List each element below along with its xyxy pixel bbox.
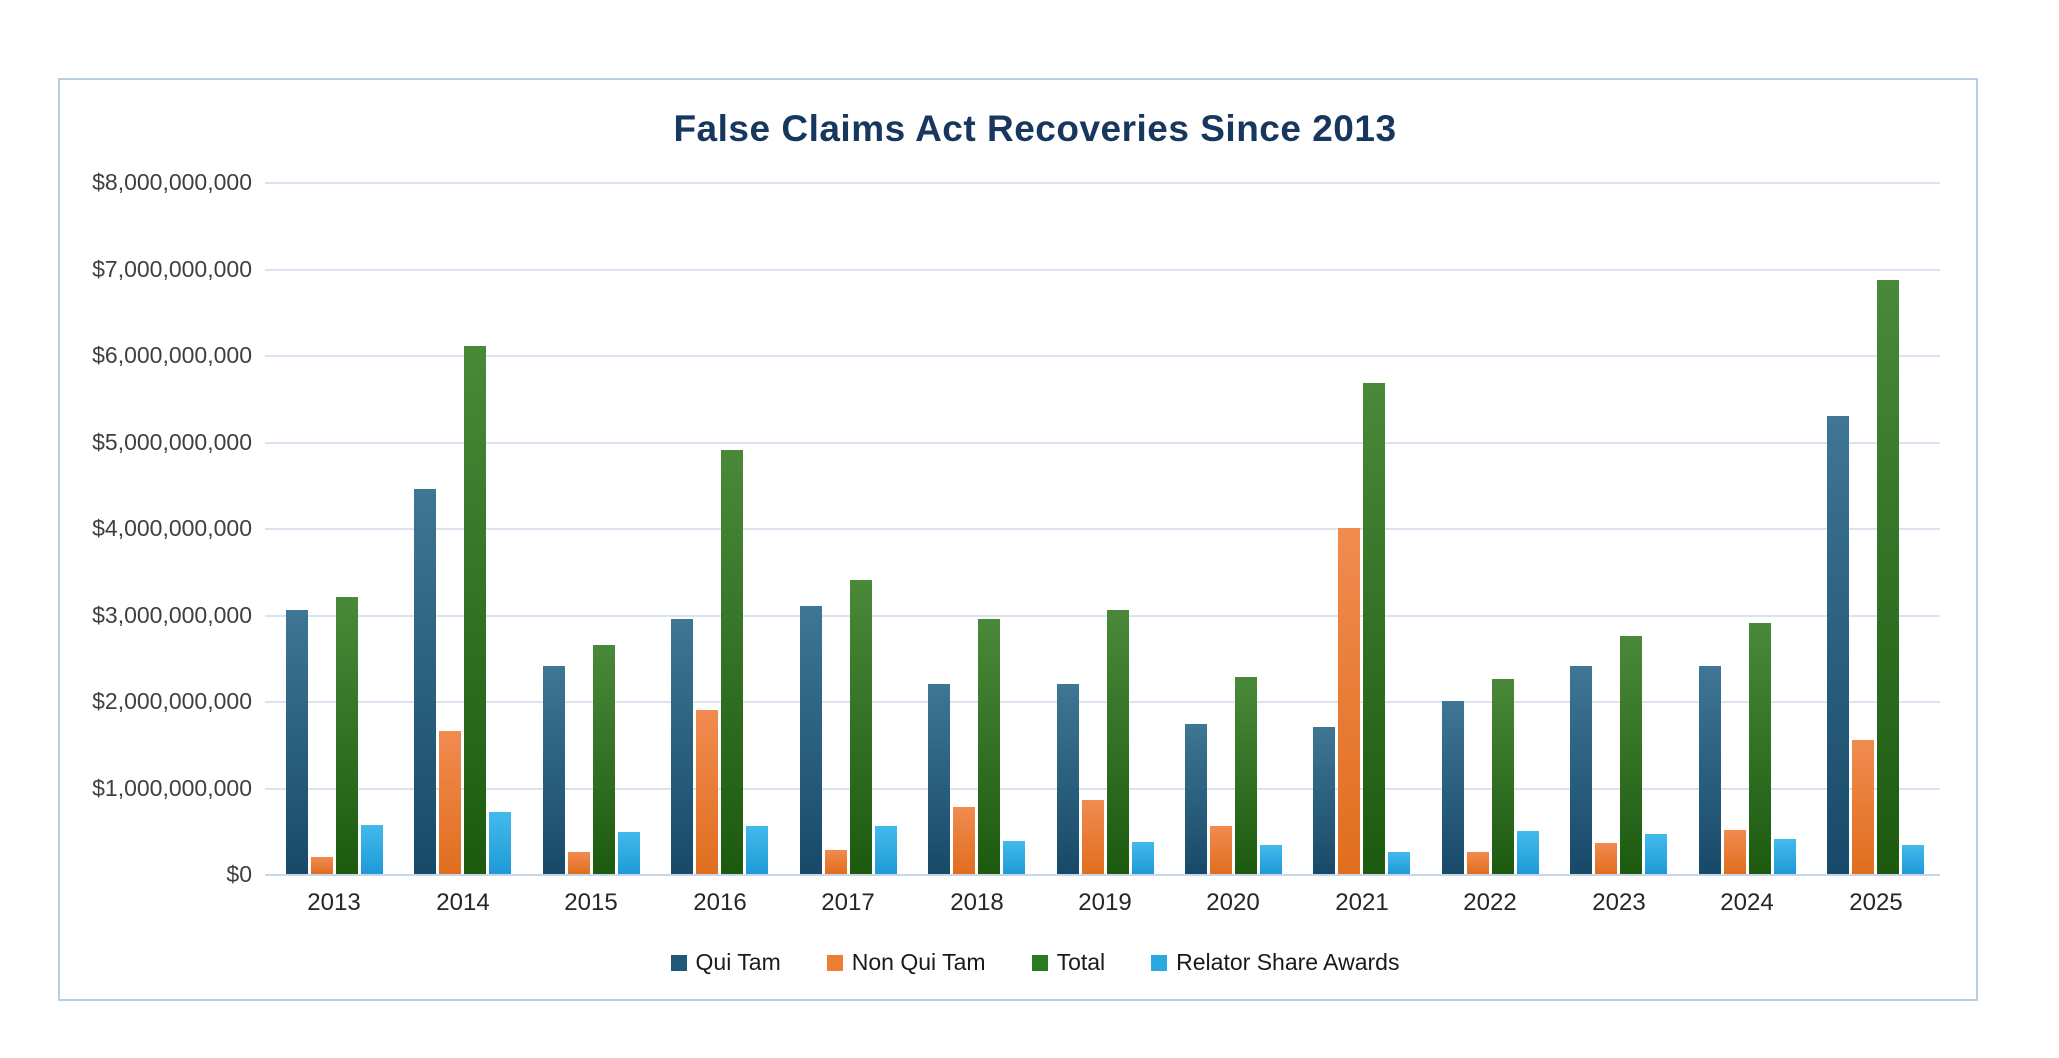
bar-2019-qui-tam bbox=[1057, 684, 1079, 874]
bar-2025-total bbox=[1877, 280, 1899, 874]
y-tick-label-1b: $1,000,000,000 bbox=[92, 775, 252, 801]
legend-label-qui-tam: Qui Tam bbox=[695, 949, 781, 975]
gridline-7b bbox=[265, 269, 1940, 271]
bar-2022-qui-tam bbox=[1442, 701, 1464, 874]
legend-label-relator-share-awards: Relator Share Awards bbox=[1176, 949, 1400, 975]
legend-item-non-qui-tam: Non Qui Tam bbox=[826, 949, 986, 976]
gridline-1b bbox=[265, 788, 1940, 790]
bar-2022-relator-share-awards bbox=[1517, 831, 1539, 874]
bar-2023-non-qui-tam bbox=[1595, 843, 1617, 874]
x-label-2021: 2021 bbox=[1335, 889, 1389, 916]
gridline-4b bbox=[265, 528, 1940, 530]
y-tick-label-3b: $3,000,000,000 bbox=[92, 602, 252, 628]
bar-2018-relator-share-awards bbox=[1003, 841, 1025, 874]
bar-2017-relator-share-awards bbox=[875, 826, 897, 874]
y-tick-label-0b: $0 bbox=[226, 861, 252, 887]
bar-2014-relator-share-awards bbox=[489, 812, 511, 874]
x-label-2022: 2022 bbox=[1463, 889, 1517, 916]
bar-2015-total bbox=[593, 645, 615, 874]
bar-2024-total bbox=[1749, 623, 1771, 874]
bar-2013-non-qui-tam bbox=[311, 857, 333, 874]
x-label-2015: 2015 bbox=[564, 889, 618, 916]
y-tick-label-8b: $8,000,000,000 bbox=[92, 169, 252, 195]
y-tick-label-2b: $2,000,000,000 bbox=[92, 688, 252, 714]
bar-2023-qui-tam bbox=[1570, 666, 1592, 874]
bar-2017-non-qui-tam bbox=[825, 850, 847, 874]
bar-2014-total bbox=[464, 346, 486, 874]
bar-2020-qui-tam bbox=[1185, 724, 1207, 874]
legend-swatch-total bbox=[1031, 954, 1048, 971]
legend: Qui Tam Non Qui Tam Total Relator Share Awa… bbox=[130, 949, 1940, 976]
bar-2025-relator-share-awards bbox=[1902, 845, 1924, 874]
gridline-2b bbox=[265, 701, 1940, 703]
gridline-5b bbox=[265, 442, 1940, 444]
x-label-2020: 2020 bbox=[1206, 889, 1260, 916]
bar-2022-total bbox=[1492, 679, 1514, 874]
bar-2025-non-qui-tam bbox=[1852, 740, 1874, 874]
bar-2013-relator-share-awards bbox=[361, 825, 383, 874]
bar-2024-non-qui-tam bbox=[1724, 830, 1746, 874]
legend-swatch-non-qui-tam bbox=[826, 954, 843, 971]
y-tick-label-4b: $4,000,000,000 bbox=[92, 515, 252, 541]
bar-2015-qui-tam bbox=[543, 666, 565, 874]
bar-2016-total bbox=[721, 450, 743, 874]
bar-2025-qui-tam bbox=[1827, 416, 1849, 874]
bar-2020-relator-share-awards bbox=[1260, 845, 1282, 874]
x-label-2013: 2013 bbox=[307, 889, 361, 916]
x-label-2017: 2017 bbox=[821, 889, 875, 916]
bar-2015-non-qui-tam bbox=[568, 852, 590, 874]
bar-2020-total bbox=[1235, 677, 1257, 874]
x-label-2019: 2019 bbox=[1078, 889, 1132, 916]
x-label-2023: 2023 bbox=[1592, 889, 1646, 916]
bar-2023-total bbox=[1620, 636, 1642, 874]
legend-item-qui-tam: Qui Tam bbox=[670, 949, 781, 976]
bar-2016-relator-share-awards bbox=[746, 826, 768, 874]
bar-2013-qui-tam bbox=[286, 610, 308, 874]
bar-2014-qui-tam bbox=[414, 489, 436, 874]
bar-2021-relator-share-awards bbox=[1388, 852, 1410, 874]
gridline-6b bbox=[265, 355, 1940, 357]
x-label-2025: 2025 bbox=[1849, 889, 1903, 916]
bar-2017-qui-tam bbox=[800, 606, 822, 874]
gridline-8b bbox=[265, 182, 1940, 184]
bar-2021-qui-tam bbox=[1313, 727, 1335, 874]
bar-2015-relator-share-awards bbox=[618, 832, 640, 874]
legend-swatch-qui-tam bbox=[670, 954, 687, 971]
bar-2020-non-qui-tam bbox=[1210, 826, 1232, 874]
gridline-3b bbox=[265, 615, 1940, 617]
legend-label-non-qui-tam: Non Qui Tam bbox=[851, 949, 986, 975]
bar-2018-total bbox=[978, 619, 1000, 874]
bar-2024-relator-share-awards bbox=[1774, 839, 1796, 874]
x-label-2016: 2016 bbox=[693, 889, 747, 916]
y-tick-label-6b: $6,000,000,000 bbox=[92, 342, 252, 368]
bar-2014-non-qui-tam bbox=[439, 731, 461, 874]
bar-2018-qui-tam bbox=[928, 684, 950, 874]
x-axis-line bbox=[265, 874, 1940, 876]
bar-2019-relator-share-awards bbox=[1132, 842, 1154, 874]
bar-2019-total bbox=[1107, 610, 1129, 874]
legend-item-relator-share-awards: Relator Share Awards bbox=[1151, 949, 1399, 976]
legend-label-total: Total bbox=[1056, 949, 1106, 975]
bar-2021-total bbox=[1363, 383, 1385, 874]
bar-2023-relator-share-awards bbox=[1645, 834, 1667, 874]
legend-swatch-relator-share-awards bbox=[1151, 954, 1168, 971]
x-label-2018: 2018 bbox=[950, 889, 1004, 916]
bar-2016-non-qui-tam bbox=[696, 710, 718, 874]
bar-2017-total bbox=[850, 580, 872, 874]
x-label-2024: 2024 bbox=[1720, 889, 1774, 916]
legend-item-total: Total bbox=[1031, 949, 1106, 976]
bar-2013-total bbox=[336, 597, 358, 874]
bar-2022-non-qui-tam bbox=[1467, 852, 1489, 874]
y-tick-label-5b: $5,000,000,000 bbox=[92, 429, 252, 455]
bar-2024-qui-tam bbox=[1699, 666, 1721, 874]
bar-2018-non-qui-tam bbox=[953, 807, 975, 874]
chart-title: False Claims Act Recoveries Since 2013 bbox=[673, 108, 1397, 149]
y-tick-label-7b: $7,000,000,000 bbox=[92, 256, 252, 282]
bar-2021-non-qui-tam bbox=[1338, 528, 1360, 874]
bar-2019-non-qui-tam bbox=[1082, 800, 1104, 874]
bar-2016-qui-tam bbox=[671, 619, 693, 874]
x-label-2014: 2014 bbox=[436, 889, 490, 916]
